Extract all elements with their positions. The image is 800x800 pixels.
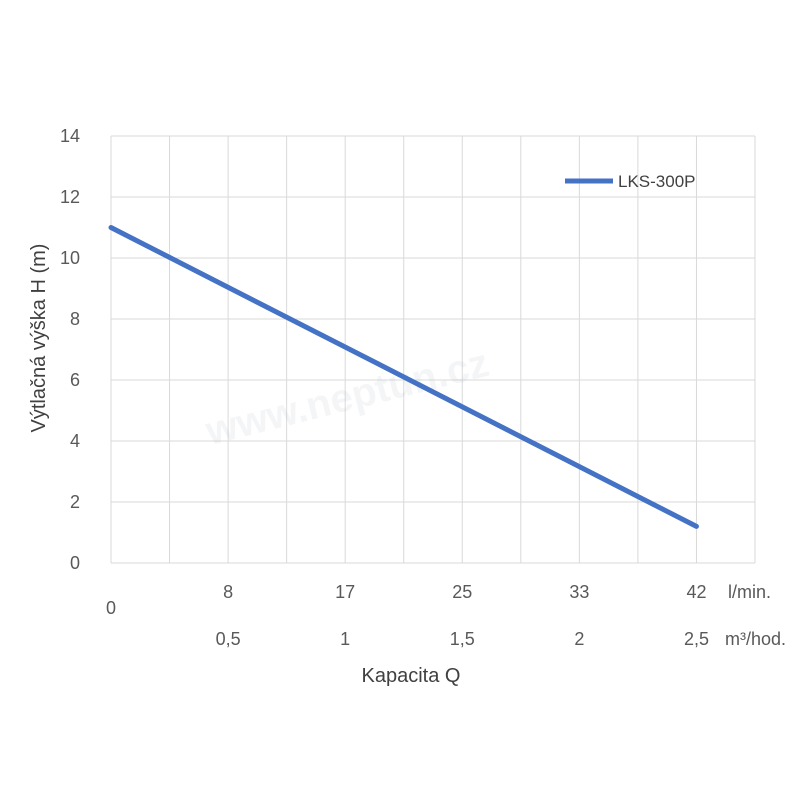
series-layer xyxy=(108,225,699,529)
y-tick-label: 10 xyxy=(60,248,80,268)
y-tick-label: 4 xyxy=(70,431,80,451)
x-tick-lmin: 8 xyxy=(223,582,233,602)
x-tick-lmin: 33 xyxy=(569,582,589,602)
y-axis-title: Výtlačná výška H (m) xyxy=(28,244,50,433)
x-tick-m3h: 0,5 xyxy=(216,629,241,649)
x-unit-lmin: l/min. xyxy=(728,582,771,602)
y-tick-label: 12 xyxy=(60,187,80,207)
x-tick-lmin: 17 xyxy=(335,582,355,602)
y-tick-label: 14 xyxy=(60,126,80,146)
x-axis-title: Kapacita Q xyxy=(362,665,461,687)
grid xyxy=(110,135,756,564)
x-axis-ticks: 0 8 0,5 17 1 25 1,5 33 2 42 2,5 xyxy=(106,582,709,649)
x-tick-m3h: 1,5 xyxy=(450,629,475,649)
y-tick-label: 2 xyxy=(70,492,80,512)
x-tick-m3h: 2 xyxy=(574,629,584,649)
y-tick-label: 6 xyxy=(70,370,80,390)
series-line-lks-300p xyxy=(108,225,699,529)
x-tick-lmin: 25 xyxy=(452,582,472,602)
y-tick-label: 0 xyxy=(70,553,80,573)
x-tick-m3h: 2,5 xyxy=(684,629,709,649)
legend: LKS-300P xyxy=(565,172,696,191)
x-unit-m3h: m³/hod. xyxy=(725,629,786,649)
x-tick-lmin: 42 xyxy=(686,582,706,602)
legend-label: LKS-300P xyxy=(618,172,696,191)
x-tick-origin: 0 xyxy=(106,598,116,618)
y-axis-ticks: 0 2 4 6 8 10 12 14 xyxy=(60,126,80,573)
y-tick-label: 8 xyxy=(70,309,80,329)
x-tick-m3h: 1 xyxy=(340,629,350,649)
